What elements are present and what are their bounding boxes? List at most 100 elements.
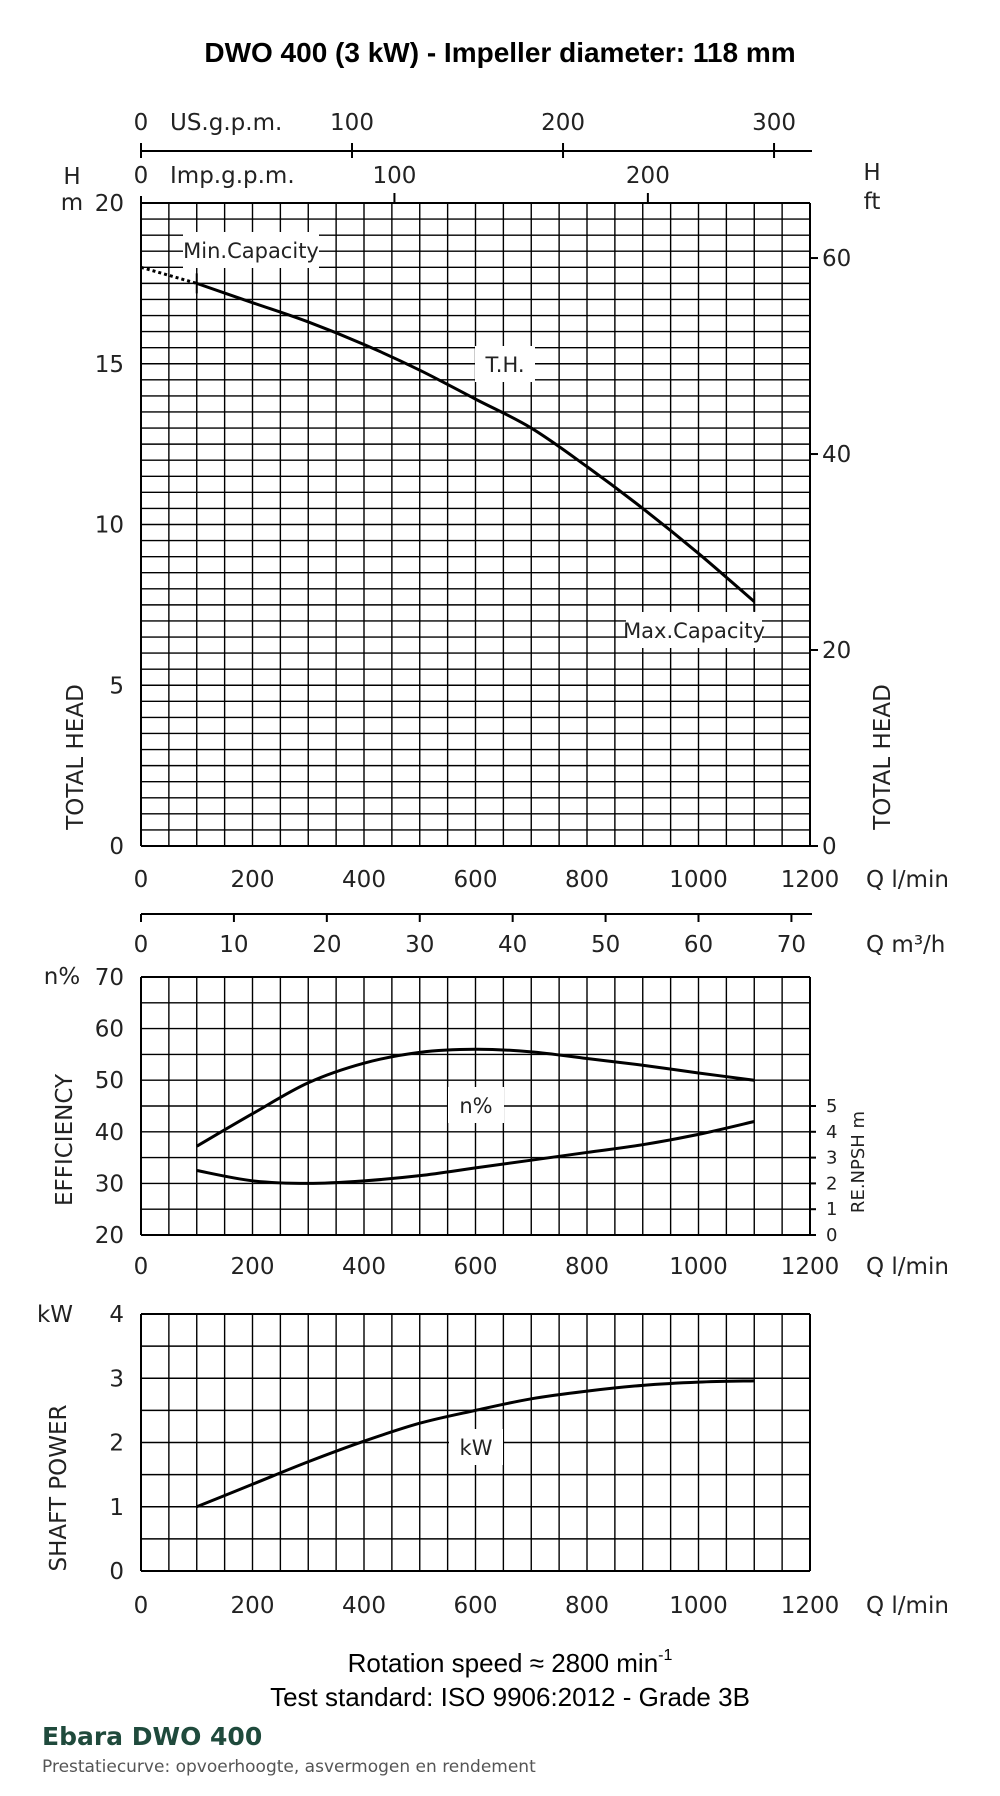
x-tick-label: 800 (565, 1593, 609, 1619)
usgpm-tick-label: 300 (752, 110, 796, 136)
shaft-power-curve (196, 1379, 755, 1509)
x-tick-label: 0 (134, 867, 149, 893)
usgpm-label: US.g.p.m. (170, 110, 282, 136)
y-tick-label: 40 (95, 1120, 124, 1146)
rotation-speed: Rotation speed ≈ 2800 min-1 (348, 1647, 673, 1678)
x-tick-label: 1000 (669, 1593, 728, 1619)
y-tick-label: 10 (95, 513, 124, 539)
efficiency-panel: 0 10 20 30 40 50 60 70 Q m³/h203040506070n%EFFIC… (44, 913, 949, 1280)
y-axis-label-left: TOTAL HEAD (63, 684, 89, 831)
x-tick-label: 0 (134, 1254, 149, 1280)
y-axis-label-left: SHAFT POWER (46, 1404, 72, 1571)
y-tick-label: 1 (109, 1495, 124, 1521)
x-tick-label: 1000 (669, 1254, 728, 1280)
y-tick-label: 4 (109, 1302, 124, 1328)
impgpm-label: Imp.g.p.m. (170, 163, 295, 189)
x-tick-label: 1200 (781, 867, 840, 893)
npsh-tick-label: 1 (826, 1199, 837, 1220)
usgpm-zero: 0 (134, 110, 149, 136)
x-tick-label: 800 (565, 1254, 609, 1280)
ft-tick-label: 0 (822, 834, 837, 860)
m3h-tick-label: 30 (405, 932, 434, 958)
shaft-power-curve-label-bg (449, 1429, 503, 1465)
npsh-curve (196, 1120, 755, 1185)
m3h-tick-label: 60 (684, 932, 713, 958)
x-tick-label: 200 (231, 867, 275, 893)
y-unit-h: H (63, 164, 80, 190)
y-tick-label: 50 (95, 1068, 124, 1094)
head-curve (196, 281, 756, 603)
m3h-tick-label: 50 (591, 932, 620, 958)
y-axis-label-left: EFFICIENCY (52, 1073, 78, 1206)
m3h-tick-label: 70 (777, 932, 806, 958)
rotation-speed-text: Rotation speed ≈ 2800 min (348, 1648, 659, 1678)
efficiency-curve-label: n% (459, 1094, 492, 1118)
npsh-tick-label: 5 (826, 1096, 837, 1117)
rotation-speed-exponent: -1 (658, 1647, 672, 1664)
brand-name: Ebara DWO 400 (42, 1722, 263, 1751)
npsh-tick-label: 4 (826, 1122, 837, 1143)
x-axis-unit: Q l/min (866, 867, 949, 893)
m3h-unit: Q m³/h (866, 932, 945, 958)
y-tick-label: 20 (95, 191, 124, 217)
x-tick-label: 200 (231, 1593, 275, 1619)
y-tick-label: 2 (109, 1431, 124, 1457)
impgpm-tick-label: 200 (626, 163, 670, 189)
x-tick-label: 1200 (781, 1593, 840, 1619)
y-unit-eff: n% (44, 964, 80, 990)
y-tick-label: 0 (109, 1559, 124, 1585)
y-tick-label: 60 (95, 1017, 124, 1043)
y-tick-label: 3 (109, 1366, 124, 1392)
x-tick-label: 600 (454, 1254, 498, 1280)
y-tick-label: 70 (95, 965, 124, 991)
x-tick-label: 600 (454, 1593, 498, 1619)
y-unit-kw: kW (37, 1302, 73, 1328)
test-standard: Test standard: ISO 9906:2012 - Grade 3B (270, 1682, 750, 1712)
npsh-tick-label: 2 (826, 1173, 837, 1194)
x-tick-label: 400 (342, 1254, 386, 1280)
head-curve-label-bg (475, 346, 535, 382)
brand-subtitle: Prestatiecurve: opvoerhoogte, asvermogen… (42, 1757, 536, 1777)
shaft-power-panel: 0 1 2 3 4 kW SHAFT POWER 0 200 400 600 800 1000 1200 Q… (37, 1302, 949, 1619)
efficiency-curve (195, 1047, 755, 1148)
min-capacity-label-bg (183, 232, 319, 268)
chart-title: DWO 400 (3 kW) - Impeller diameter: 118 … (204, 37, 795, 68)
head-dotted-extension (140, 265, 198, 285)
x-tick-label: 800 (565, 867, 609, 893)
shaft-power-curve-label: kW (460, 1436, 493, 1460)
x-tick-label: 0 (134, 1593, 149, 1619)
y-tick-label: 15 (95, 352, 124, 378)
y-tick-label: 0 (109, 834, 124, 860)
y-unit-right-h: H (863, 160, 880, 186)
x-tick-label: 400 (342, 867, 386, 893)
impgpm-tick-label: 100 (372, 163, 416, 189)
impgpm-zero: 0 (134, 163, 149, 189)
x-tick-label: 1200 (781, 1254, 840, 1280)
x-tick-label: 1000 (669, 867, 728, 893)
head-curve-label: T.H. (484, 353, 524, 377)
y-unit-m: m (61, 190, 83, 216)
usgpm-tick-label: 100 (330, 110, 374, 136)
max-capacity-label-bg (626, 612, 762, 648)
x-tick-label: 200 (231, 1254, 275, 1280)
x-axis-unit: Q l/min (866, 1593, 949, 1619)
m3h-tick-label: 10 (219, 932, 248, 958)
m3h-tick-label: 0 (134, 932, 149, 958)
x-axis-unit: Q l/min (866, 1254, 949, 1280)
npsh-tick-label: 0 (826, 1225, 837, 1246)
max-capacity-label: Max.Capacity (623, 619, 765, 643)
y-unit-right-ft: ft (864, 189, 881, 215)
ft-tick-label: 40 (822, 442, 851, 468)
ft-tick-label: 20 (822, 638, 851, 664)
ft-tick-label: 60 (822, 246, 851, 272)
m3h-tick-label: 40 (498, 932, 527, 958)
npsh-tick-label: 3 (826, 1148, 837, 1169)
usgpm-tick-label: 200 (541, 110, 585, 136)
x-tick-label: 600 (454, 867, 498, 893)
efficiency-curve-label-bg (448, 1087, 504, 1123)
y-tick-label: 5 (109, 673, 124, 699)
m3h-tick-label: 20 (312, 932, 341, 958)
y-axis-label-right: TOTAL HEAD (870, 684, 896, 831)
